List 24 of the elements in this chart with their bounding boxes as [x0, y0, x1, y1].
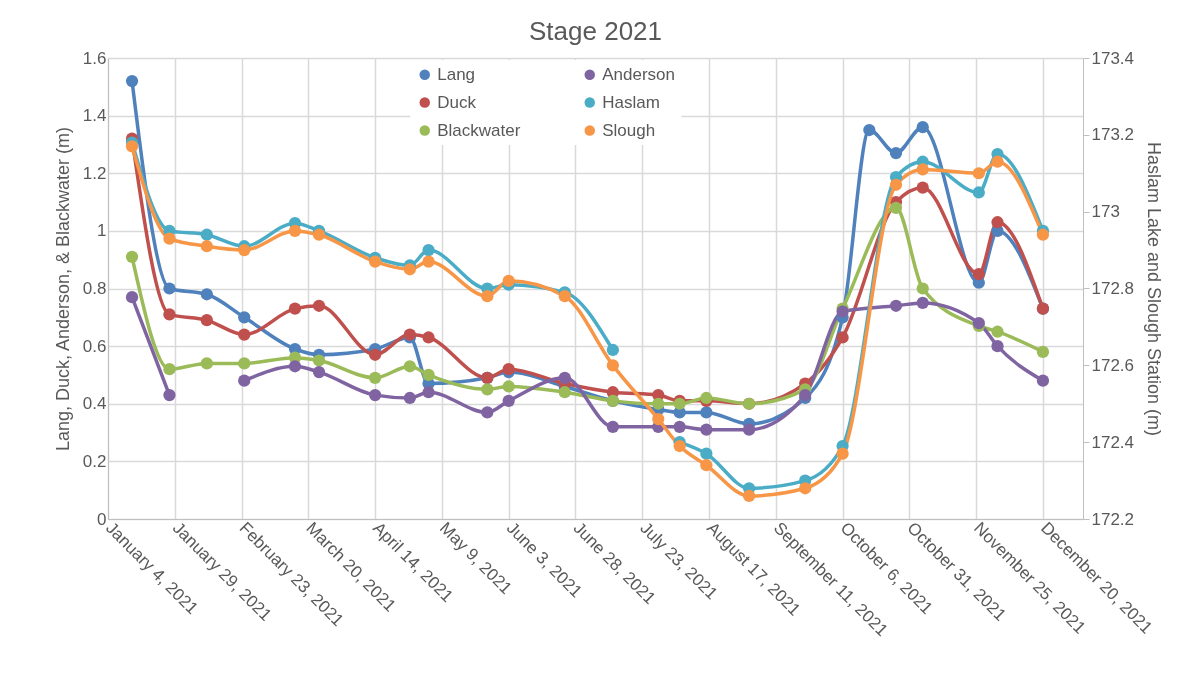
y-tick-label: 1.2: [82, 163, 107, 183]
y-tick-label: 1: [97, 221, 107, 241]
y-tick-label: 0.6: [82, 336, 107, 356]
y2-axis-title: Haslam Lake and Slough Station (m): [1144, 141, 1165, 437]
y2-tick-label: 172.6: [1091, 355, 1135, 375]
y2-tick-label: 173.4: [1091, 48, 1135, 68]
y2-tick-label: 172.4: [1091, 432, 1135, 452]
chart-title: Stage 2021: [528, 16, 663, 46]
legend-label: Blackwater: [437, 120, 521, 140]
y-tick-label: 0.4: [82, 394, 107, 414]
legend-label: Lang: [437, 64, 476, 84]
y-tick-label: 1.4: [82, 106, 107, 126]
y-axis-title: Lang, Duck, Anderson, & Blackwater (m): [52, 126, 73, 452]
legend-label: Anderson: [602, 64, 676, 84]
legend-label: Slough: [602, 120, 656, 140]
legend-label: Duck: [437, 92, 477, 112]
y-tick-label: 0.8: [82, 279, 107, 298]
y2-tick-label: 173: [1091, 202, 1120, 222]
y-tick-label: 0.2: [82, 451, 107, 471]
y2-tick-label: 172.8: [1091, 279, 1135, 298]
legend-label: Haslam: [602, 92, 660, 112]
y-tick-label: 1.6: [82, 48, 107, 68]
y2-tick-label: 173.2: [1091, 125, 1135, 145]
y-tick-label: 0: [97, 509, 107, 529]
